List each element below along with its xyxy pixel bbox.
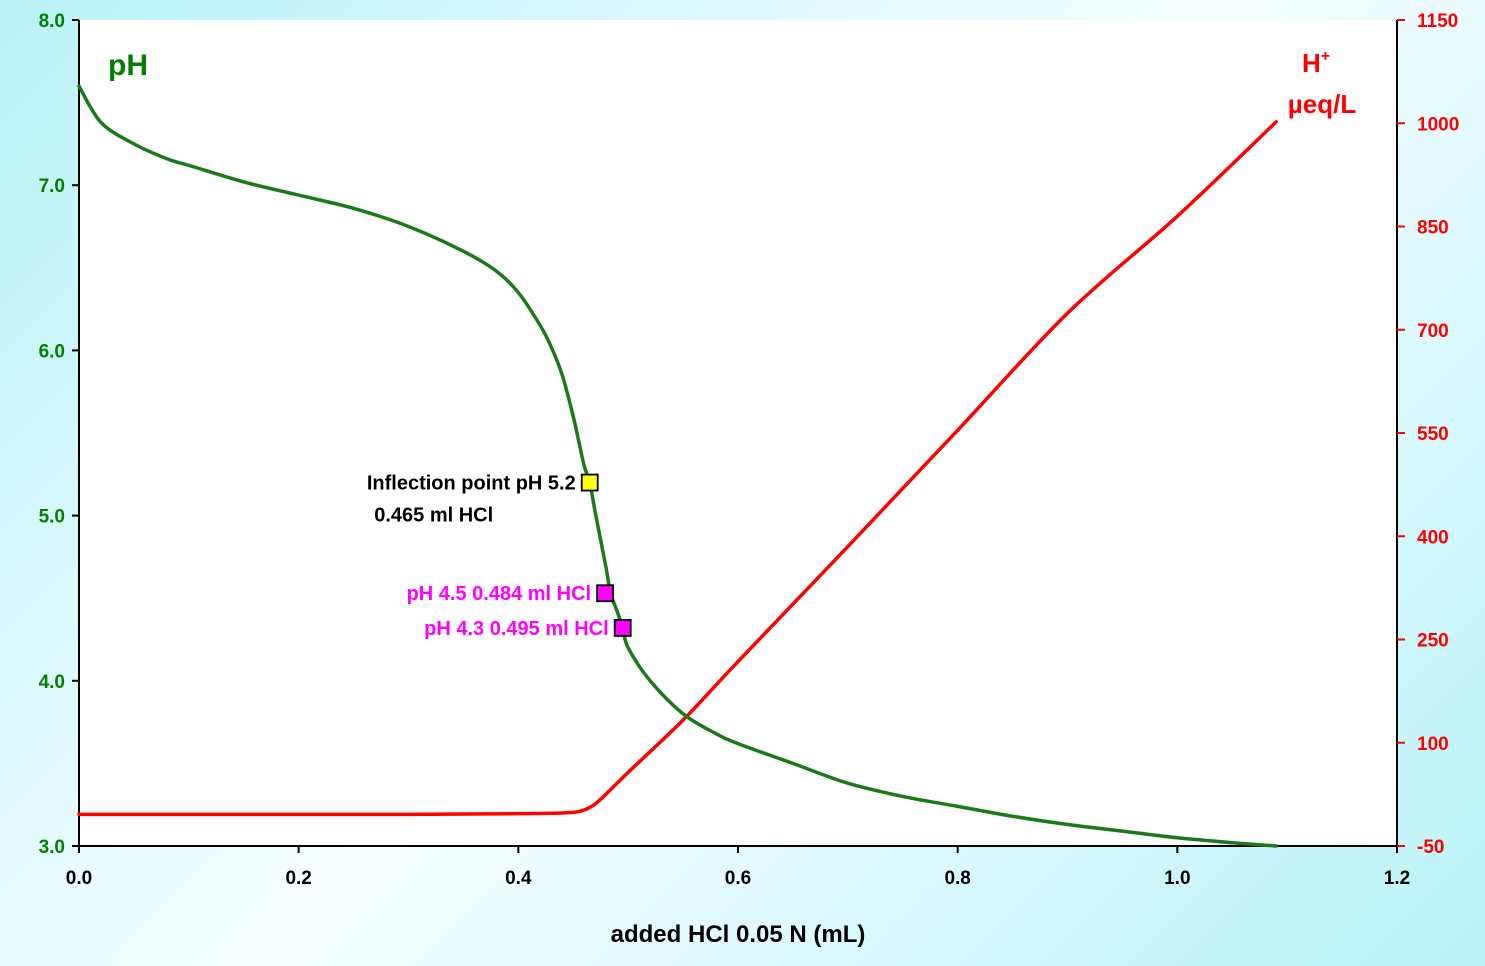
y-left-tick-label: 6.0 bbox=[39, 341, 65, 362]
x-tick-label: 0.0 bbox=[66, 868, 92, 889]
x-axis-label: added HCl 0.05 N (mL) bbox=[611, 921, 866, 948]
marker-label-2: pH 4.5 0.484 ml HCl bbox=[407, 583, 592, 605]
x-tick-label: 0.2 bbox=[285, 868, 311, 889]
y-right-tick-label: 550 bbox=[1417, 424, 1449, 445]
y-right-tick-label: 100 bbox=[1417, 734, 1449, 755]
data-marker-1 bbox=[580, 473, 599, 492]
y-left-axis-label: pH bbox=[108, 49, 148, 82]
marker-label-1: 0.465 ml HCl bbox=[374, 505, 493, 527]
data-marker-3 bbox=[613, 619, 632, 637]
y-right-tick-label: 700 bbox=[1417, 321, 1449, 342]
y-right-tick-label: 1000 bbox=[1417, 114, 1459, 135]
marker-label-3: pH 4.3 0.495 ml HCl bbox=[424, 618, 609, 640]
y-right-axis-unit: µeq/L bbox=[1288, 89, 1357, 119]
y-left-tick-label: 3.0 bbox=[39, 837, 65, 858]
marker-label-1: Inflection point pH 5.2 bbox=[367, 473, 576, 495]
y-right-tick-label: 400 bbox=[1417, 527, 1449, 548]
y-right-tick-label: 1150 bbox=[1417, 11, 1458, 32]
h-plus-series-line bbox=[77, 120, 1278, 817]
y-left-tick-label: 4.0 bbox=[39, 672, 65, 693]
ph-series-line bbox=[77, 84, 1278, 848]
y-left-tick-label: 7.0 bbox=[39, 176, 65, 197]
plot-area bbox=[79, 20, 1397, 846]
y-right-tick-label: -50 bbox=[1417, 837, 1444, 858]
y-left-tick-label: 8.0 bbox=[39, 11, 65, 32]
y-left-tick-label: 5.0 bbox=[39, 507, 65, 528]
y-right-axis-label: H+ bbox=[1302, 48, 1330, 78]
x-tick-label: 0.8 bbox=[944, 868, 970, 889]
x-tick-label: 1.2 bbox=[1384, 868, 1410, 889]
x-tick-label: 0.6 bbox=[725, 868, 751, 889]
data-marker-2 bbox=[596, 584, 615, 603]
x-tick-label: 0.4 bbox=[505, 868, 532, 889]
y-right-tick-label: 250 bbox=[1417, 631, 1449, 652]
x-tick-label: 1.0 bbox=[1164, 868, 1190, 889]
y-right-tick-label: 850 bbox=[1417, 218, 1449, 239]
